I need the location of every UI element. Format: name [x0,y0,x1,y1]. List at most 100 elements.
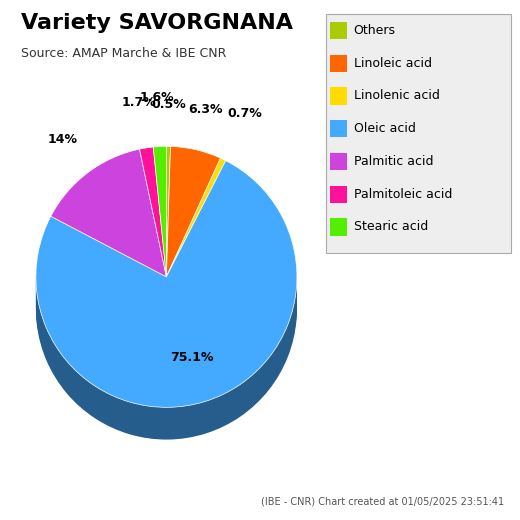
Wedge shape [51,170,166,297]
Wedge shape [153,170,166,300]
Wedge shape [153,178,166,309]
Text: 6.3%: 6.3% [188,103,223,116]
Wedge shape [139,177,166,307]
Text: 75.1%: 75.1% [170,351,214,364]
Wedge shape [51,149,166,277]
Wedge shape [139,165,166,295]
Wedge shape [153,176,166,307]
Wedge shape [36,161,297,407]
Wedge shape [139,179,166,309]
Wedge shape [166,184,226,302]
Wedge shape [51,181,166,309]
Wedge shape [166,186,226,305]
Wedge shape [166,170,226,289]
Wedge shape [51,179,166,307]
Wedge shape [166,174,220,305]
Wedge shape [139,147,166,277]
Wedge shape [166,153,220,284]
Wedge shape [139,163,166,293]
Wedge shape [139,154,166,284]
Wedge shape [139,149,166,279]
Wedge shape [166,147,220,277]
Wedge shape [51,177,166,305]
Wedge shape [139,156,166,286]
Wedge shape [51,156,166,284]
Wedge shape [166,146,171,277]
Wedge shape [153,167,166,297]
Wedge shape [139,172,166,302]
Wedge shape [166,158,220,289]
Wedge shape [36,177,297,423]
Text: 0.5%: 0.5% [152,98,187,111]
Wedge shape [36,188,297,435]
Wedge shape [153,146,166,277]
Wedge shape [139,152,166,281]
Wedge shape [139,168,166,297]
Wedge shape [51,167,166,295]
Text: 0.7%: 0.7% [228,107,263,120]
Wedge shape [166,178,171,309]
Wedge shape [36,181,297,428]
Wedge shape [166,149,220,279]
Wedge shape [153,162,166,293]
Wedge shape [166,158,226,277]
Wedge shape [166,170,220,300]
Wedge shape [36,170,297,417]
Wedge shape [36,165,297,412]
Wedge shape [153,151,166,281]
Wedge shape [36,172,297,419]
Wedge shape [166,176,220,307]
Text: Source: AMAP Marche & IBE CNR: Source: AMAP Marche & IBE CNR [21,47,226,60]
Wedge shape [36,179,297,426]
Wedge shape [166,165,171,295]
Wedge shape [166,160,220,291]
Wedge shape [166,155,220,286]
Wedge shape [36,167,297,414]
Wedge shape [166,149,171,279]
Wedge shape [36,193,297,439]
Wedge shape [166,160,226,279]
Wedge shape [36,174,297,421]
Wedge shape [36,184,297,431]
Wedge shape [139,159,166,289]
Wedge shape [36,163,297,410]
Wedge shape [139,170,166,300]
Wedge shape [51,172,166,300]
Wedge shape [166,179,220,309]
Text: Linolenic acid: Linolenic acid [354,89,439,102]
Wedge shape [166,160,171,291]
Wedge shape [166,172,220,302]
Text: 1.6%: 1.6% [140,91,175,104]
Wedge shape [166,181,226,300]
Wedge shape [153,153,166,284]
Wedge shape [166,188,226,307]
Wedge shape [153,160,166,291]
Wedge shape [166,151,220,281]
Wedge shape [166,151,171,281]
Wedge shape [166,165,220,295]
Wedge shape [153,155,166,286]
Wedge shape [166,172,226,291]
Wedge shape [166,158,171,289]
Text: Oleic acid: Oleic acid [354,122,415,135]
Wedge shape [166,176,226,295]
Text: Palmitic acid: Palmitic acid [354,155,433,168]
Wedge shape [51,175,166,302]
Text: Palmitoleic acid: Palmitoleic acid [354,188,452,201]
Wedge shape [166,176,171,307]
Wedge shape [166,170,171,300]
Wedge shape [51,154,166,281]
Wedge shape [166,179,226,297]
Wedge shape [51,159,166,286]
Wedge shape [51,151,166,279]
Wedge shape [166,153,171,284]
Wedge shape [153,149,166,279]
Text: (IBE - CNR) Chart created at 01/05/2025 23:51:41: (IBE - CNR) Chart created at 01/05/2025 … [261,497,504,507]
Wedge shape [166,155,171,286]
Wedge shape [166,167,220,297]
Wedge shape [166,165,226,284]
Wedge shape [166,174,171,305]
Wedge shape [166,174,226,293]
Wedge shape [153,174,166,305]
Wedge shape [166,167,171,297]
